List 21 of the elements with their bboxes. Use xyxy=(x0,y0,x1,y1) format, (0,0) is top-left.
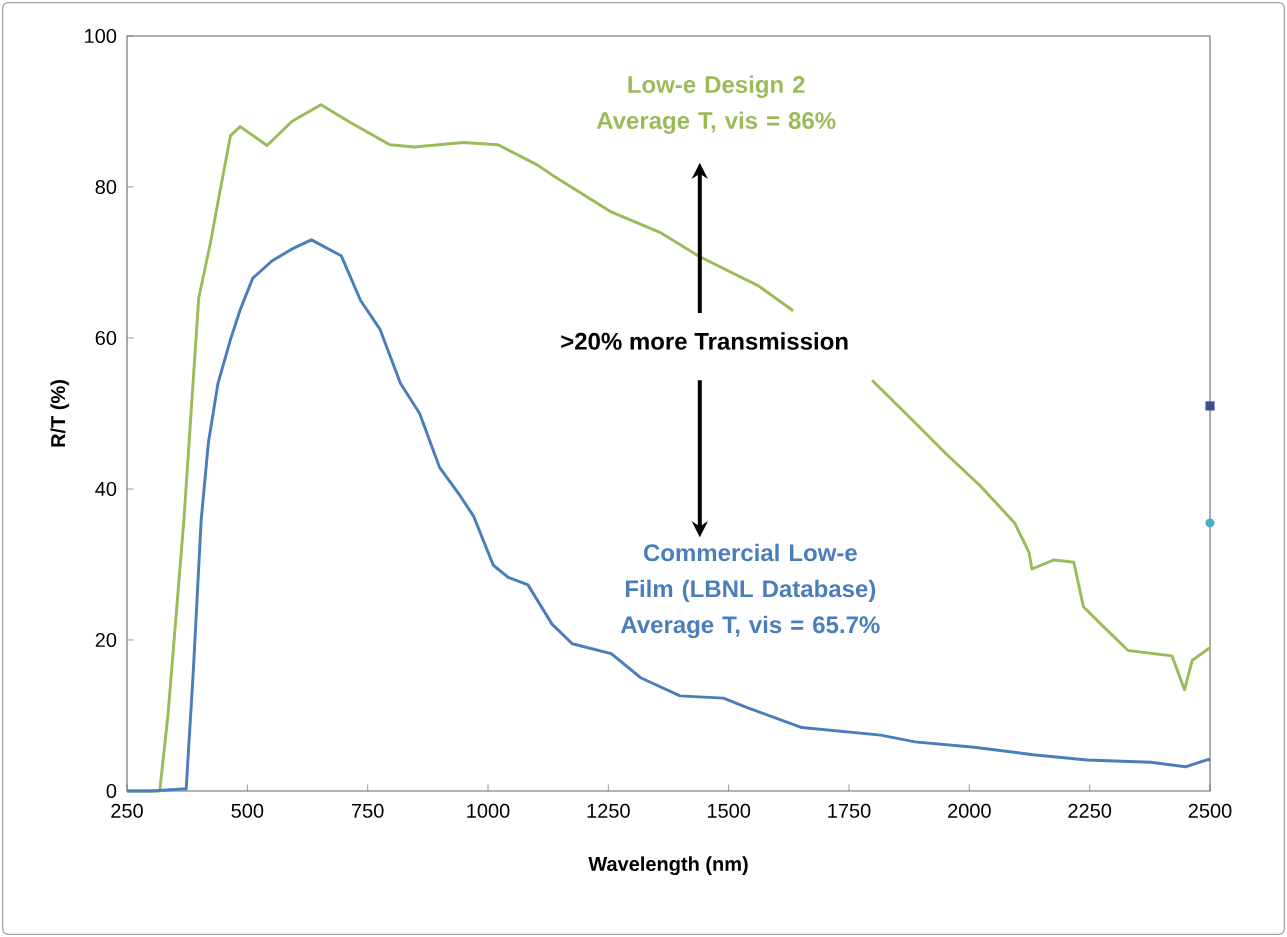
series-label: Commercial Low-e Film (LBNL Database) Average T, vis = 65.7% xyxy=(620,543,880,639)
y-tick-label: 60 xyxy=(95,330,117,346)
x-tick-label: 1000 xyxy=(467,803,510,818)
annotation: >20% more Transmission xyxy=(561,332,848,350)
text: Low-e Design 2 Average T, vis = 86% xyxy=(596,75,836,134)
x-tick-label: 2500 xyxy=(1188,803,1232,818)
y-tick-label: 40 xyxy=(95,481,117,497)
y-axis-title: R/T (%) xyxy=(50,380,70,447)
x-tick-label: 1750 xyxy=(828,803,871,818)
x-tick-label: 2250 xyxy=(1068,803,1112,818)
x-tick-label: 250 xyxy=(111,803,143,818)
y-tick-label: 100 xyxy=(85,28,117,44)
x-tick-label: 750 xyxy=(352,803,384,818)
x-tick-label: 1500 xyxy=(707,803,751,818)
x-tick-label: 1250 xyxy=(587,803,630,818)
y-tick-label: 20 xyxy=(95,632,117,648)
y-tick-label: 80 xyxy=(95,179,117,195)
y-tick-label: 0 xyxy=(106,783,117,799)
x-axis-title: Wavelength (nm) xyxy=(588,856,748,876)
x-tick-label: 500 xyxy=(231,803,264,818)
x-tick-label: 2000 xyxy=(948,803,991,818)
